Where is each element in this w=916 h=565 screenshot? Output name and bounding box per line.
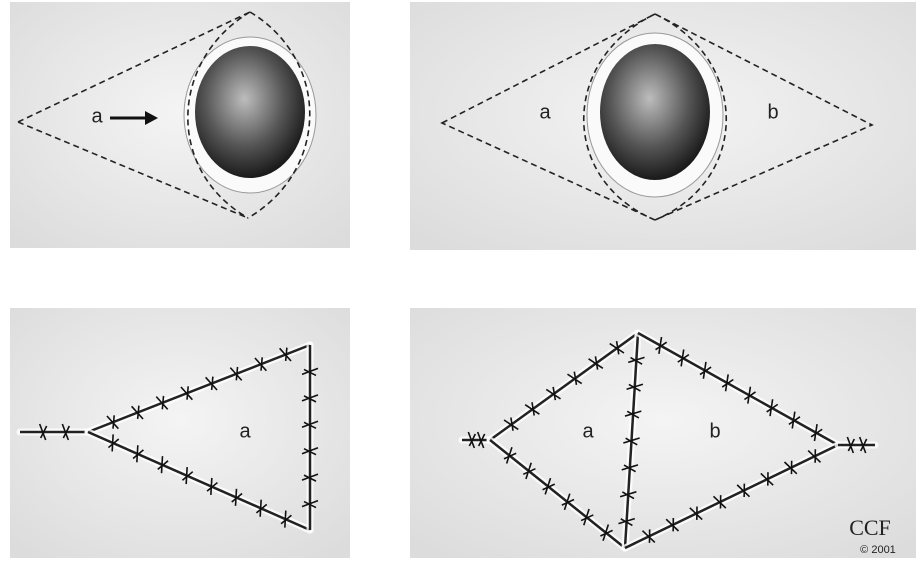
flap-label: a — [91, 105, 103, 127]
defect — [195, 46, 305, 178]
defect — [600, 44, 710, 180]
flap-label: b — [767, 101, 778, 123]
figure: a a b a a b CCF © 2001 — [0, 0, 916, 565]
flap-label: a — [582, 420, 594, 442]
flap-label: b — [709, 420, 720, 442]
flap-label: a — [539, 101, 551, 123]
credit-year: © 2001 — [860, 544, 896, 556]
credit: CCF — [849, 515, 891, 540]
flap-label: a — [239, 420, 251, 442]
